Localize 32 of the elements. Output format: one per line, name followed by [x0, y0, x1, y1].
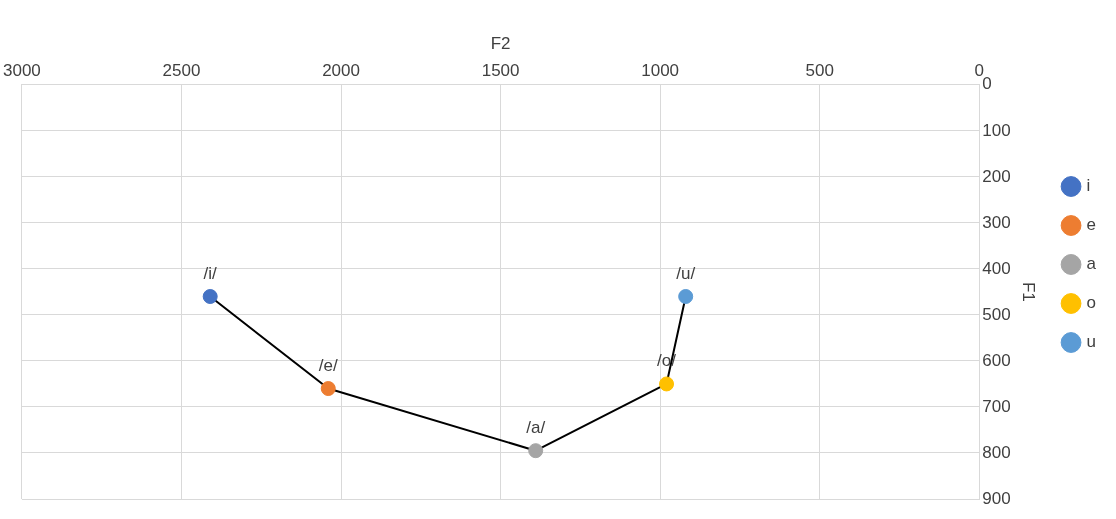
y-tick-label: 300: [982, 212, 1011, 232]
y-tick-label: 700: [982, 396, 1011, 416]
y-tick-label: 500: [982, 304, 1011, 324]
legend-label: e: [1086, 215, 1097, 235]
y-tick-label: 200: [982, 166, 1011, 186]
y-tick-label: 0: [982, 74, 992, 94]
annotation: /a/: [526, 417, 546, 437]
annotation: /i/: [203, 263, 218, 283]
y-tick-label: 100: [982, 120, 1011, 140]
y-axis-title: F1: [1019, 281, 1039, 302]
point: [202, 289, 218, 304]
x-tick-label: 500: [805, 61, 834, 81]
y-tick-label: 900: [982, 488, 1011, 508]
legend-label: a: [1086, 254, 1097, 274]
x-tick-label: 1000: [641, 61, 680, 81]
point: [678, 289, 694, 304]
x-axis-title: F2: [490, 33, 511, 53]
legend-label: i: [1086, 176, 1091, 196]
legend-label: o: [1086, 293, 1097, 313]
y-tick-label: 600: [982, 350, 1011, 370]
x-tick-label: 3000: [3, 61, 41, 81]
annotation: /u/: [676, 263, 696, 283]
y-tick-label: 800: [982, 442, 1011, 462]
x-tick-label: 2500: [162, 61, 201, 81]
point: [659, 376, 675, 392]
y-tick-label: 400: [982, 258, 1011, 278]
x-tick-label: 1500: [481, 61, 520, 81]
point: [528, 443, 544, 459]
annotation: /e/: [318, 355, 338, 375]
x-tick-label: 2000: [322, 61, 360, 81]
point: [320, 381, 336, 397]
legend-label: u: [1086, 332, 1097, 352]
